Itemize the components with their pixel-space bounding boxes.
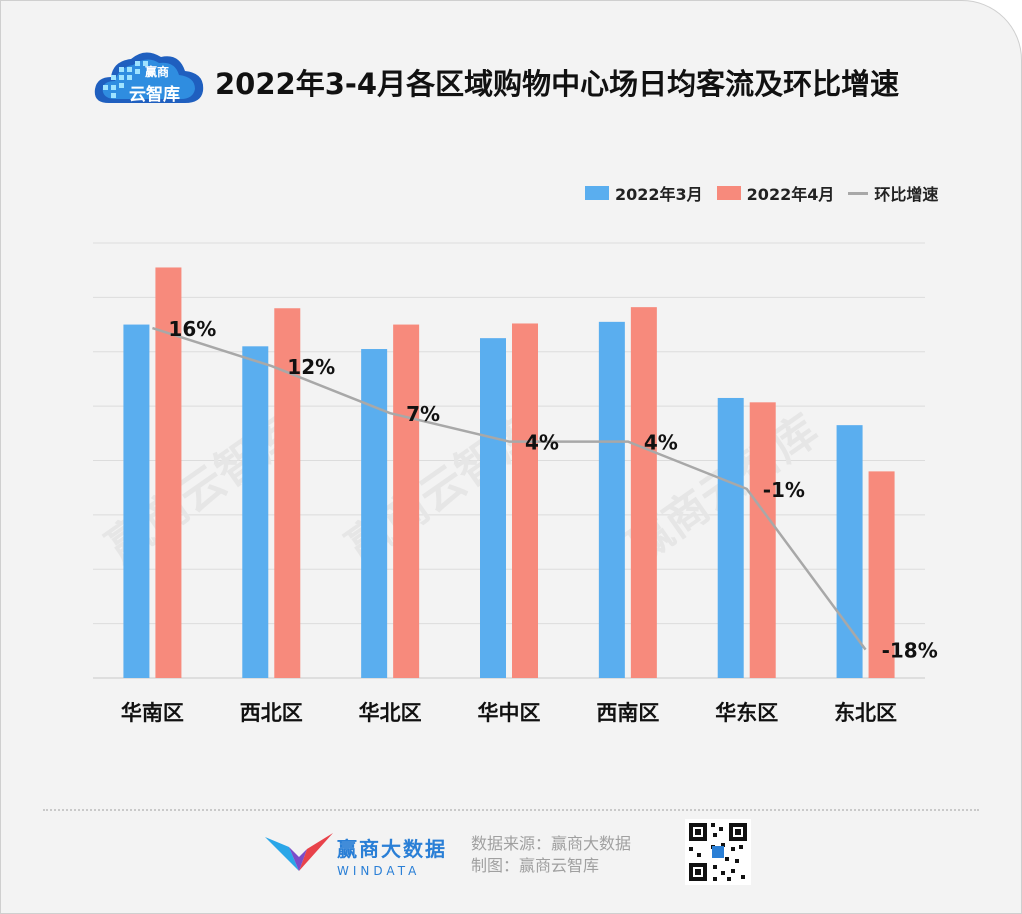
cloud-logo-icon	[94, 52, 204, 103]
growth-data-label: -18%	[882, 639, 938, 663]
growth-data-label: 4%	[644, 431, 678, 455]
bar-march	[123, 324, 150, 678]
x-tick-label: 西北区	[240, 701, 303, 725]
growth-line	[152, 326, 867, 651]
chart-plot: 赢商云智库赢商云智库赢商云智库华南区西北区华北区华中区西南区华东区东北区16%1…	[93, 242, 938, 725]
bar-march	[598, 321, 625, 678]
legend-label-march: 2022年3月	[615, 185, 703, 204]
windata-logo-icon	[265, 833, 333, 871]
bar-march	[717, 397, 744, 678]
footer-divider	[43, 809, 979, 811]
bar-march	[836, 425, 863, 678]
source-text: 数据来源：赢商大数据 制图：赢商云智库	[471, 833, 631, 877]
bar-april	[630, 307, 657, 678]
legend-swatch-growth	[848, 191, 869, 195]
bar-march	[480, 338, 506, 678]
x-tick-label: 华东区	[715, 701, 778, 725]
brand-cn: 赢商大数据	[337, 837, 447, 861]
growth-data-label: -1%	[763, 478, 805, 502]
legend-label-growth: 环比增速	[874, 185, 939, 204]
x-tick-label: 华北区	[359, 701, 422, 725]
growth-data-label: 4%	[525, 431, 559, 455]
brand-en: WINDATA	[337, 864, 421, 878]
legend-swatch-april	[716, 186, 741, 200]
bar-april	[393, 324, 420, 678]
legend-item-march: 2022年3月	[585, 181, 703, 205]
source-line: 数据来源：赢商大数据	[471, 834, 632, 853]
growth-data-label: 16%	[168, 317, 216, 341]
growth-data-label: 12%	[287, 355, 335, 379]
bar-april	[868, 471, 895, 678]
bar-april	[512, 323, 538, 678]
credit-line: 制图：赢商云智库	[471, 856, 600, 875]
growth-data-label: 7%	[406, 402, 440, 426]
logo-text: 赢商 云智库	[129, 63, 180, 105]
bar-march	[361, 349, 388, 678]
x-tick-label: 西南区	[596, 701, 659, 725]
x-tick-label: 东北区	[834, 701, 897, 725]
legend-item-april: 2022年4月	[716, 181, 835, 205]
x-tick-label: 华中区	[478, 701, 541, 725]
chart-title: 2022年3-4月各区域购物中心场日均客流及环比增速	[215, 67, 900, 101]
legend-swatch-march	[585, 186, 609, 200]
qr-code-icon	[685, 819, 751, 885]
legend-label-april: 2022年4月	[746, 185, 835, 204]
legend-item-growth: 环比增速	[848, 181, 938, 205]
footer-brand: 赢商大数据 WINDATA	[337, 833, 447, 878]
bar-march	[242, 346, 269, 678]
chart-legend: 2022年3月 2022年4月 环比增速	[585, 181, 944, 205]
logo-small-text: 赢商	[145, 65, 170, 79]
bar-april	[749, 402, 776, 678]
x-tick-label: 华南区	[121, 701, 184, 725]
logo-big-text: 云智库	[129, 85, 180, 105]
